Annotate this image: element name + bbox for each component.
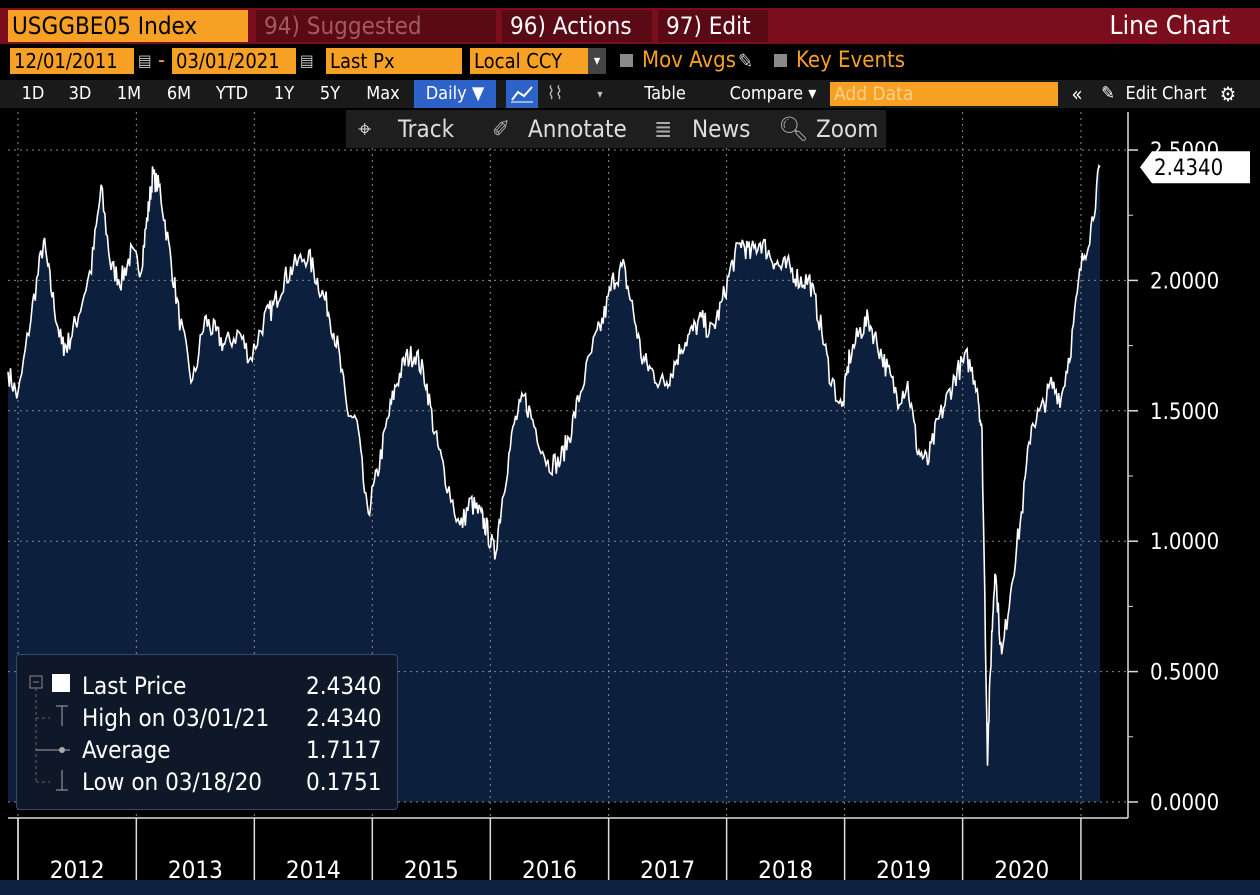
frequency-select[interactable]: Daily ▼ [414, 80, 496, 108]
x-tick-label: 2018 [758, 856, 813, 884]
bar-chart-icon[interactable]: ⌇⌇ [547, 83, 563, 104]
y-tick-label: 1.5000 [1150, 400, 1219, 425]
legend-label-low: Low on 03/18/20 [82, 768, 263, 796]
y-tick-label: 0.5000 [1150, 661, 1219, 686]
end-date-field[interactable]: 03/01/2021 [172, 48, 296, 74]
pencil-icon[interactable]: ✎ [738, 49, 754, 73]
date-separator: - [158, 48, 166, 73]
track-button[interactable]: Track [398, 115, 455, 143]
chart-type-label: Line Chart [1109, 11, 1230, 41]
collapse-icon[interactable]: « [1071, 82, 1083, 106]
y-tick-label: 2.0000 [1150, 269, 1219, 294]
period-ytd[interactable]: YTD [215, 83, 249, 104]
currency-select[interactable]: Local CCY [470, 48, 588, 74]
price-field-select[interactable]: Last Px [326, 48, 462, 74]
legend-value-low: 0.1751 [306, 768, 382, 796]
period-1m[interactable]: 1M [116, 83, 142, 104]
start-date-field[interactable]: 12/01/2011 [10, 48, 134, 74]
magnifier-icon[interactable]: 🔍︎ [778, 115, 809, 143]
x-tick-label: 2017 [640, 856, 695, 884]
x-axis-bg [0, 818, 1260, 880]
legend-label-high: High on 03/01/21 [82, 704, 270, 732]
legend-label-last-price: Last Price [82, 672, 187, 700]
legend-value-last-price: 2.4340 [306, 672, 382, 700]
y-axis-bg [1128, 112, 1260, 818]
period-5y[interactable]: 5Y [319, 83, 341, 104]
x-tick-label: 2013 [168, 856, 223, 884]
x-tick-label: 2019 [876, 856, 931, 884]
x-tick-label: 2012 [50, 856, 105, 884]
period-6m[interactable]: 6M [166, 83, 192, 104]
ticker-field[interactable]: USGGBE05 Index [8, 10, 248, 42]
pencil-icon[interactable]: ✐ [492, 115, 511, 143]
edit-chart-button[interactable]: Edit Chart [1125, 83, 1207, 104]
news-button[interactable]: News [692, 115, 751, 143]
period-max[interactable]: Max [366, 83, 400, 104]
gear-icon[interactable]: ⚙ [1219, 82, 1237, 106]
bottom-strip [0, 880, 1260, 895]
legend-tree-icon [29, 674, 70, 791]
series-line-last-price [7, 163, 1101, 766]
pencil-icon[interactable]: ✎ [1101, 83, 1115, 104]
legend-value-high: 2.4340 [306, 704, 382, 732]
y-tick-label: 0.0000 [1150, 791, 1219, 816]
table-button[interactable]: Table [644, 83, 686, 104]
x-tick-label: 2014 [286, 856, 341, 884]
mov-avgs-checkbox[interactable] [620, 54, 633, 67]
period-1d[interactable]: 1D [21, 83, 45, 104]
x-tick-label: 2020 [994, 856, 1049, 884]
chart-type-chevron-icon[interactable]: ▾ [597, 87, 603, 101]
calendar-icon[interactable]: ▤ [300, 51, 314, 70]
crosshair-icon[interactable]: ⌖ [358, 115, 372, 143]
last-value-tag [1140, 151, 1250, 184]
add-data-input[interactable]: Add Data [830, 82, 1058, 106]
x-tick-label: 2015 [404, 856, 459, 884]
edit-menu[interactable]: 97) Edit ▾ [658, 10, 768, 72]
key-events-label[interactable]: Key Events [796, 48, 906, 73]
chart-tools-bar [346, 110, 886, 148]
list-icon[interactable]: ≣ [654, 115, 673, 143]
top-strip [0, 0, 1260, 8]
y-tick-label: 1.0000 [1150, 530, 1219, 555]
x-tick-label: 2016 [522, 856, 577, 884]
period-1y[interactable]: 1Y [273, 83, 295, 104]
line-chart-icon[interactable] [506, 80, 538, 108]
zoom-button[interactable]: Zoom [816, 115, 879, 143]
chevron-down-icon[interactable]: ▾ [588, 48, 606, 74]
last-value-label: 2.4340 [1154, 156, 1223, 181]
key-events-checkbox[interactable] [774, 54, 787, 67]
legend-box[interactable] [16, 654, 398, 810]
annotate-button[interactable]: Annotate [528, 115, 627, 143]
compare-button[interactable]: Compare ▾ [729, 83, 817, 104]
period-3d[interactable]: 3D [68, 83, 92, 104]
mov-avgs-label[interactable]: Mov Avgs [642, 48, 737, 73]
area-fill [8, 165, 1100, 803]
legend-label-average: Average [82, 736, 171, 764]
legend-value-average: 1.7117 [306, 736, 382, 764]
calendar-icon[interactable]: ▤ [138, 51, 152, 70]
